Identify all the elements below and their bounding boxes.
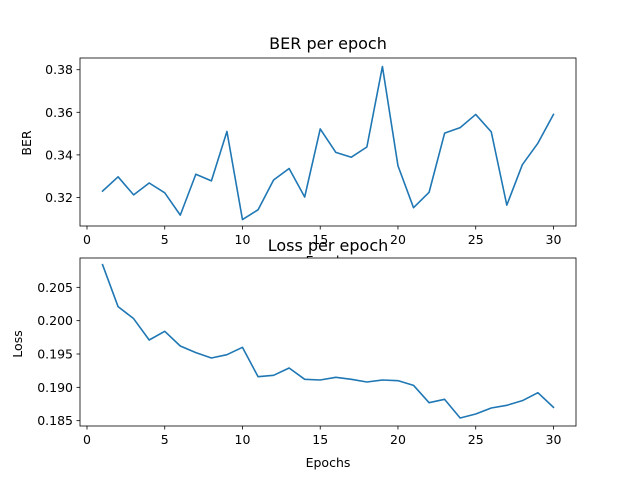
loss-chart-xlabel: Epochs <box>306 455 351 470</box>
loss-ytick-label: 0.205 <box>37 280 73 295</box>
loss-chart: Loss per epoch Loss 0 5 10 15 20 25 30 0.185 0.1… <box>10 236 577 470</box>
ber-chart-ticks: 0 5 10 15 20 25 30 0.32 0.34 0.36 0.38 <box>45 62 561 247</box>
loss-xtick-label: 5 <box>161 432 169 447</box>
ber-xtick-label: 25 <box>468 232 484 247</box>
ber-ytick-label: 0.36 <box>45 105 73 120</box>
loss-chart-background <box>80 258 576 426</box>
loss-xtick-label: 20 <box>390 432 406 447</box>
ber-chart-ylabel: BER <box>19 130 34 155</box>
ber-xtick-label: 30 <box>546 232 562 247</box>
ber-ytick-label: 0.38 <box>45 62 73 77</box>
ber-series-line <box>101 65 555 221</box>
ber-chart-title: BER per epoch <box>269 34 387 53</box>
loss-xtick-label: 30 <box>546 432 562 447</box>
ber-xtick-label: 15 <box>312 232 328 247</box>
loss-chart-ylabel: Loss <box>10 330 25 357</box>
ber-xtick-label: 5 <box>161 232 169 247</box>
ber-xtick-label: 10 <box>235 232 251 247</box>
ber-chart-frame <box>79 57 577 227</box>
ber-ytick-label: 0.32 <box>45 190 73 205</box>
ber-xtick-label: 0 <box>83 232 91 247</box>
loss-xtick-label: 15 <box>312 432 328 447</box>
loss-chart-frame <box>79 257 577 427</box>
loss-ytick-label: 0.185 <box>37 413 73 428</box>
loss-xtick-label: 25 <box>468 432 484 447</box>
ber-chart: BER per epoch BER 0 5 10 15 20 25 30 0.32 0.34 0.… <box>19 34 577 268</box>
ber-xtick-label: 20 <box>390 232 406 247</box>
loss-ytick-label: 0.200 <box>37 313 73 328</box>
loss-ytick-label: 0.190 <box>37 380 73 395</box>
loss-xtick-label: 10 <box>235 432 251 447</box>
loss-chart-ticks: 0 5 10 15 20 25 30 0.185 0.190 0.195 0.200 0.205 <box>37 280 561 447</box>
loss-xtick-label: 0 <box>83 432 91 447</box>
loss-ytick-label: 0.195 <box>37 347 73 362</box>
loss-chart-title: Loss per epoch <box>268 236 389 255</box>
ber-ytick-label: 0.34 <box>45 147 73 162</box>
loss-series-line <box>101 263 555 419</box>
